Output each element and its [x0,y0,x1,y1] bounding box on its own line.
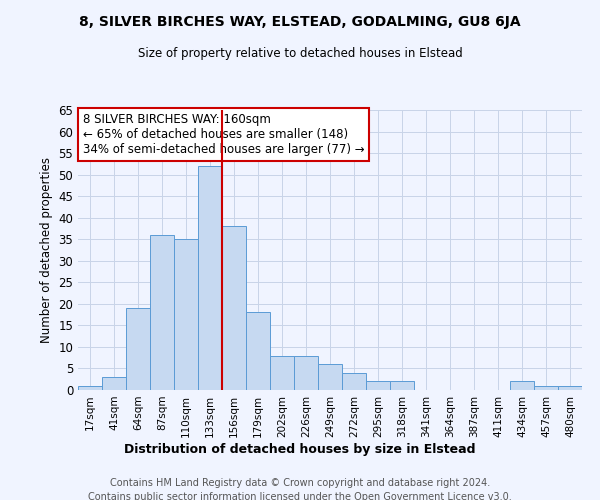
Bar [390,382,414,390]
Y-axis label: Number of detached properties: Number of detached properties [40,157,53,343]
Text: 8 SILVER BIRCHES WAY: 160sqm
← 65% of detached houses are smaller (148)
34% of s: 8 SILVER BIRCHES WAY: 160sqm ← 65% of de… [83,113,365,156]
Bar [534,386,558,390]
Bar [102,377,126,390]
Bar [78,386,102,390]
Text: Contains HM Land Registry data © Crown copyright and database right 2024.: Contains HM Land Registry data © Crown c… [110,478,490,488]
Bar [222,226,246,390]
Bar [294,356,318,390]
Bar [270,356,294,390]
Bar [510,382,534,390]
Bar [174,239,198,390]
Bar [246,312,270,390]
Text: Distribution of detached houses by size in Elstead: Distribution of detached houses by size … [124,442,476,456]
Bar [126,308,150,390]
Bar [150,235,174,390]
Bar [558,386,582,390]
Text: Size of property relative to detached houses in Elstead: Size of property relative to detached ho… [137,48,463,60]
Text: Contains public sector information licensed under the Open Government Licence v3: Contains public sector information licen… [88,492,512,500]
Bar [318,364,342,390]
Bar [198,166,222,390]
Bar [342,373,366,390]
Bar [366,382,390,390]
Text: 8, SILVER BIRCHES WAY, ELSTEAD, GODALMING, GU8 6JA: 8, SILVER BIRCHES WAY, ELSTEAD, GODALMIN… [79,15,521,29]
